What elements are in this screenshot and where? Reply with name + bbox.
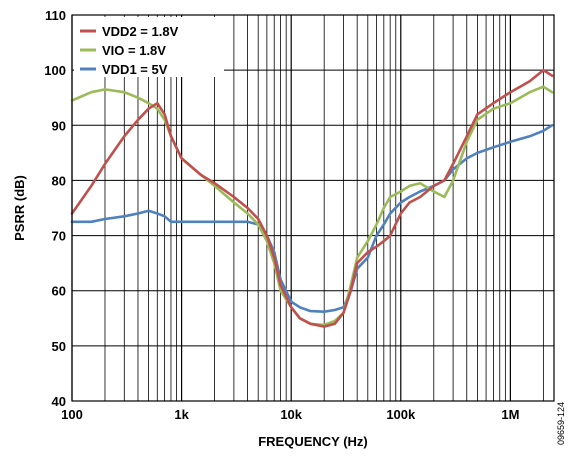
y-tick-label: 110 <box>45 8 66 23</box>
legend-label: VDD2 = 1.8V <box>102 24 179 39</box>
series-line <box>70 68 554 328</box>
x-tick-label: 1M <box>501 407 519 422</box>
series-line <box>70 124 554 313</box>
legend: VDD2 = 1.8V VIO = 1.8V VDD1 = 5V <box>74 17 224 77</box>
y-tick-labels: 40 50 60 70 80 90 100 110 <box>44 8 66 409</box>
x-tick-label: 10k <box>280 407 302 422</box>
y-tick-label: 80 <box>52 173 66 188</box>
y-tick-label: 60 <box>52 284 66 299</box>
y-tick-label: 100 <box>44 63 66 78</box>
x-tick-label: 100k <box>386 407 416 422</box>
y-axis-title: PSRR (dB) <box>12 175 27 241</box>
y-tick-label: 50 <box>52 339 66 354</box>
x-axis-title: FREQUENCY (Hz) <box>258 434 368 449</box>
y-tick-label: 90 <box>52 118 66 133</box>
plot-background <box>72 15 554 401</box>
figure-id: 09659-124 <box>556 402 566 445</box>
y-tick-label: 40 <box>52 394 66 409</box>
legend-label: VIO = 1.8V <box>102 43 166 58</box>
series-layer <box>70 68 554 328</box>
y-tick-label: 70 <box>52 229 66 244</box>
x-tick-labels: 100 1k 10k 100k 1M <box>61 407 519 422</box>
x-tick-label: 1k <box>174 407 189 422</box>
series-line <box>70 85 554 327</box>
legend-background <box>74 17 224 77</box>
legend-label: VDD1 = 5V <box>102 62 168 77</box>
x-tick-label: 100 <box>61 407 83 422</box>
plot-border <box>71 14 555 402</box>
